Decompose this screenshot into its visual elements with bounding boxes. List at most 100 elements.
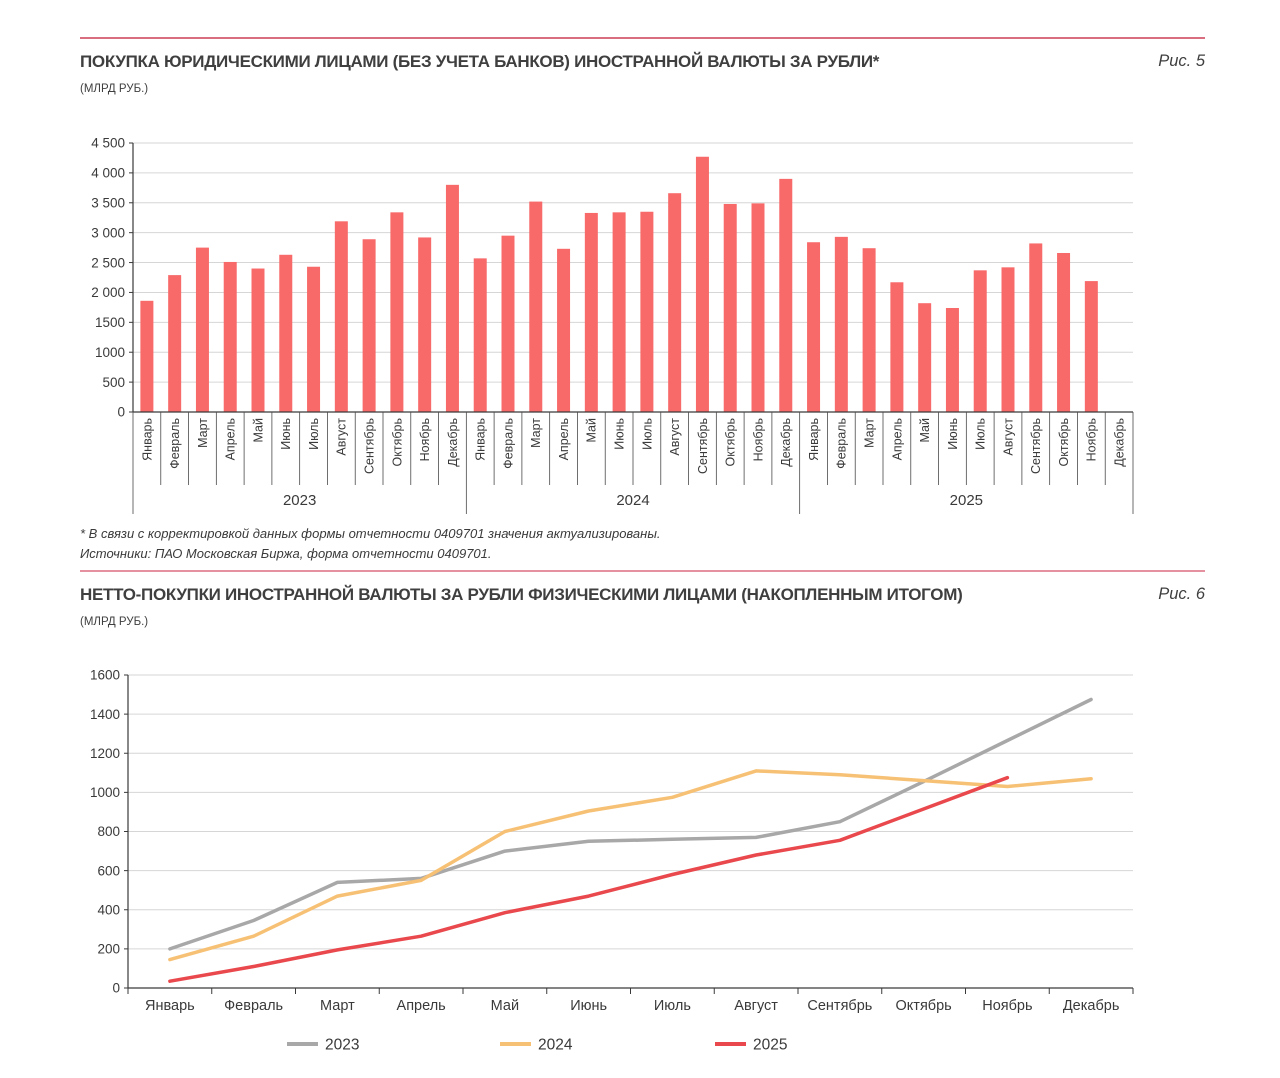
month-label: Октябрь [1057, 418, 1071, 466]
bar-y-tick-labels: 0 500 1000 1500 2 000 2 500 3 000 3 500 4 000 4 5… [91, 136, 125, 420]
bar-Февраль-2025 [834, 236, 848, 412]
month-label: Январь [474, 418, 488, 461]
month-label: Апрель [557, 418, 571, 460]
bar-Июль-2024 [640, 211, 654, 412]
month-label: Ноябрь [418, 418, 432, 461]
y-tick-label: 2 000 [91, 285, 125, 300]
bar-Август-2024 [668, 193, 682, 412]
line-gridlines [124, 674, 1133, 989]
month-label: Май [491, 998, 519, 1014]
y-tick-label: 1000 [95, 345, 125, 360]
month-label: Январь [807, 418, 821, 461]
bar-Октябрь-2025 [1057, 252, 1071, 412]
fig6-line-chart: 0 200 400 600 800 1000 1200 1400 1600 Январь Февра… [90, 668, 1134, 1053]
fig5-sources: Источники: ПАО Московская Биржа, форма о… [80, 546, 492, 561]
bar-year-axis: 2023 2024 2025 [132, 485, 1134, 514]
month-label: Октябрь [390, 418, 404, 466]
month-label: Июнь [570, 998, 607, 1014]
bar-Ноябрь-2023 [418, 237, 432, 412]
bar-Август-2025 [1001, 267, 1015, 412]
month-label: Август [668, 418, 682, 456]
bars-2023 [140, 184, 459, 412]
month-label: Март [529, 418, 543, 448]
month-label: Март [196, 418, 210, 448]
bar-Январь-2023 [140, 300, 154, 412]
series-line-2025 [168, 775, 1010, 983]
month-label: Июль [307, 418, 321, 450]
fig6-number: Рис. 6 [1158, 585, 1205, 603]
line-x-axis: Январь Февраль Март Апрель Май Июнь Июль Август… [127, 988, 1134, 1014]
fig5-bar-chart: 0 500 1000 1500 2 000 2 500 3 000 3 500 4 000 4 5… [91, 136, 1134, 514]
y-tick-label: 0 [112, 981, 120, 996]
section-divider [80, 570, 1205, 572]
bar-Октябрь-2024 [723, 203, 737, 412]
bar-Январь-2024 [473, 258, 487, 412]
month-label: Декабрь [779, 418, 793, 467]
bar-Ноябрь-2025 [1084, 281, 1098, 412]
month-label: Апрель [397, 998, 446, 1014]
legend-label-2024: 2024 [538, 1036, 573, 1053]
bar-Апрель-2024 [557, 248, 571, 412]
month-label: Январь [145, 998, 195, 1014]
series-line-2024 [168, 769, 1093, 962]
fig5-title: ПОКУПКА ЮРИДИЧЕСКИМИ ЛИЦАМИ (БЕЗ УЧЕТА Б… [80, 52, 880, 71]
month-label: Август [734, 998, 778, 1014]
bar-Апрель-2025 [890, 282, 904, 412]
legend: 2023 2024 2025 [287, 1036, 787, 1053]
year-label: 2023 [283, 492, 316, 509]
month-label: Апрель [224, 418, 238, 460]
month-label: Май [918, 418, 932, 443]
bar-Июль-2025 [973, 270, 987, 412]
bar-Апрель-2023 [223, 261, 237, 412]
fig5-header: ПОКУПКА ЮРИДИЧЕСКИМИ ЛИЦАМИ (БЕЗ УЧЕТА Б… [80, 52, 1205, 72]
year-label: 2024 [616, 492, 649, 509]
bar-Март-2024 [529, 201, 543, 412]
bar-Сентябрь-2024 [695, 156, 709, 412]
y-tick-label: 4 500 [91, 136, 125, 151]
month-label: Август [335, 418, 349, 456]
bar-Май-2023 [251, 268, 265, 412]
month-label: Июль [974, 418, 988, 450]
bar-Февраль-2024 [501, 235, 515, 412]
bar-Октябрь-2023 [390, 212, 404, 412]
bar-Декабрь-2023 [445, 184, 459, 412]
y-tick-label: 4 000 [91, 166, 125, 181]
y-tick-label: 1600 [90, 668, 120, 683]
month-label: Май [585, 418, 599, 443]
y-tick-label: 600 [97, 863, 120, 878]
fig6-unit-label: (МЛРД РУБ.) [80, 616, 149, 628]
y-tick-label: 1200 [90, 746, 120, 761]
month-label: Июль [640, 418, 654, 450]
bar-Ноябрь-2024 [751, 203, 765, 412]
month-label: Май [251, 418, 265, 443]
month-label: Ноябрь [982, 998, 1032, 1014]
y-tick-label: 200 [97, 942, 120, 957]
month-label: Январь [140, 418, 154, 461]
month-label: Декабрь [446, 418, 460, 467]
month-label: Февраль [168, 418, 182, 469]
bar-month-axis: Январь Февраль Март Апрель Май Июнь Июль Август… [132, 412, 1134, 485]
fig5-footnote: * В связи с корректировкой данных формы … [80, 526, 661, 541]
month-label: Октябрь [724, 418, 738, 466]
month-label: Октябрь [896, 998, 952, 1014]
month-label: Сентябрь [1029, 418, 1043, 474]
month-label: Сентябрь [362, 418, 376, 474]
bar-Февраль-2023 [168, 275, 182, 412]
legend-label-2025: 2025 [753, 1036, 787, 1053]
fig6-header: НЕТТО-ПОКУПКИ ИНОСТРАННОЙ ВАЛЮТЫ ЗА РУБЛ… [80, 585, 1205, 605]
y-tick-label: 1400 [90, 707, 120, 722]
bar-Май-2024 [584, 212, 598, 412]
bar-Январь-2025 [807, 242, 821, 412]
bar-Декабрь-2024 [779, 178, 793, 412]
bar-Март-2023 [195, 247, 209, 412]
month-label: Сентябрь [696, 418, 710, 474]
line-y-tick-labels: 0 200 400 600 800 1000 1200 1400 1600 [90, 668, 120, 996]
month-label: Февраль [835, 418, 849, 469]
month-label: Июль [654, 998, 691, 1014]
month-label: Март [320, 998, 355, 1014]
month-label: Февраль [501, 418, 515, 469]
series-line-2023 [168, 697, 1093, 951]
bar-Июль-2023 [307, 266, 321, 412]
month-label: Июнь [612, 418, 626, 450]
